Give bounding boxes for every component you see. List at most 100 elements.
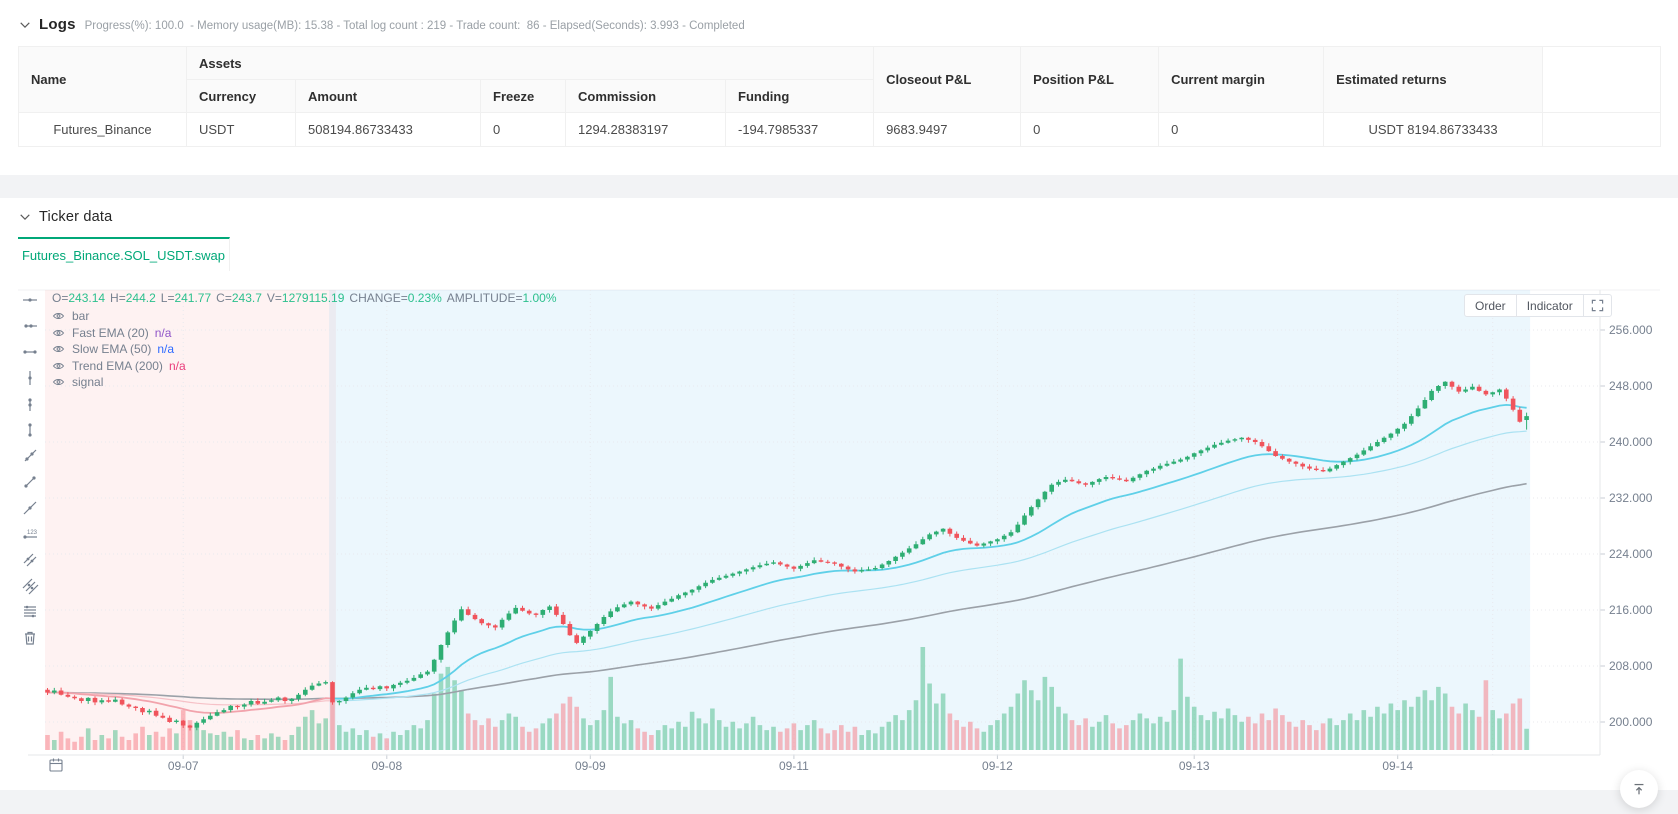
ohlc-open-value: 243.14 <box>68 291 106 305</box>
col-header-closeout: Closeout P&L <box>873 46 1022 113</box>
col-header-filler <box>1542 46 1662 113</box>
indicator-label: signal <box>72 375 104 390</box>
results-table: Name Assets Closeout P&L Position P&L Cu… <box>18 46 1662 147</box>
col-header-commission: Commission <box>565 79 726 113</box>
svg-text:200.000: 200.000 <box>1609 715 1653 729</box>
svg-text:09-11: 09-11 <box>779 759 809 773</box>
cell-funding: -194.7985337 <box>724 112 875 147</box>
ohlc-close-value: 243.7 <box>231 291 262 305</box>
cell-currency: USDT <box>186 112 296 147</box>
page-footer-strip <box>0 790 1678 814</box>
ohlc-close-label: C= <box>216 291 232 305</box>
section-divider <box>0 175 1678 198</box>
indicator-row-bar: bar <box>52 309 562 324</box>
vertical-ray-icon[interactable] <box>18 394 42 414</box>
svg-text:224.000: 224.000 <box>1609 547 1653 561</box>
logs-stats: Progress(%): 100.0 - Memory usage(MB): 1… <box>84 20 745 32</box>
ticker-title: Ticker data <box>39 209 113 225</box>
cell-amount: 508194.86733433 <box>295 112 481 147</box>
col-header-assets: Assets <box>185 46 875 80</box>
logs-title: Logs <box>39 16 76 33</box>
tab-futures-binance-sol-usdt[interactable]: Futures_Binance.SOL_USDT.swap <box>18 237 230 271</box>
vertical-line-icon[interactable] <box>18 368 42 388</box>
horizontal-ray-icon[interactable] <box>18 316 42 336</box>
cell-estimated: USDT 8194.86733433 <box>1323 112 1544 147</box>
svg-text:09-14: 09-14 <box>1382 759 1413 773</box>
logs-section: Logs Progress(%): 100.0 - Memory usage(M… <box>0 0 1678 175</box>
indicator-row-slow-ema: Slow EMA (50) n/a <box>52 342 562 357</box>
calendar-icon <box>49 758 63 772</box>
cell-commission: 1294.28383197 <box>565 112 726 147</box>
ohlc-amplitude-label: AMPLITUDE= <box>446 291 523 305</box>
ohlc-change-value: 0.23% <box>407 291 442 305</box>
indicator-label: bar <box>72 309 90 324</box>
indicator-label: Fast EMA (20) <box>72 325 149 340</box>
ohlc-volume-label: V= <box>266 291 282 305</box>
ticker-tabs: Futures_Binance.SOL_USDT.swap <box>0 237 1678 271</box>
indicator-value: n/a <box>157 342 175 357</box>
ticker-section: Ticker data Futures_Binance.SOL_USDT.swa… <box>0 198 1678 790</box>
svg-text:240.000: 240.000 <box>1609 435 1653 449</box>
ohlc-volume-value: 1279115.19 <box>281 291 345 305</box>
indicator-button[interactable]: Indicator <box>1517 295 1584 316</box>
cell-freeze: 0 <box>480 112 566 147</box>
straight-line-icon[interactable] <box>18 498 42 518</box>
cell-position: 0 <box>1020 112 1160 147</box>
col-header-margin: Current margin <box>1158 46 1325 113</box>
ohlc-low-label: L= <box>160 291 175 305</box>
svg-text:256.000: 256.000 <box>1609 323 1653 337</box>
fullscreen-icon[interactable] <box>1584 295 1611 316</box>
chevron-down-icon[interactable] <box>18 210 32 224</box>
horizontal-line-icon[interactable] <box>18 290 42 310</box>
ohlc-high-label: H= <box>110 291 126 305</box>
fibonacci-line-icon[interactable] <box>18 602 42 622</box>
col-header-funding: Funding <box>724 79 875 113</box>
svg-text:09-13: 09-13 <box>1179 759 1210 773</box>
svg-text:248.000: 248.000 <box>1609 379 1653 393</box>
cell-filler <box>1542 112 1662 147</box>
vertical-segment-icon[interactable] <box>18 420 42 440</box>
back-to-top-button[interactable] <box>1620 770 1658 808</box>
indicator-label: Slow EMA (50) <box>72 342 152 357</box>
drawing-toolbar: 123 <box>16 290 44 654</box>
eye-icon[interactable] <box>52 311 66 321</box>
price-line-icon[interactable]: 123 <box>18 524 42 544</box>
eye-icon[interactable] <box>52 328 66 338</box>
eye-icon[interactable] <box>52 361 66 371</box>
svg-text:123: 123 <box>27 530 38 536</box>
segment-icon[interactable] <box>18 472 42 492</box>
chevron-down-icon[interactable] <box>18 18 32 32</box>
chart-toolbar: Order Indicator <box>1464 294 1612 317</box>
col-header-position: Position P&L <box>1020 46 1160 113</box>
col-header-currency: Currency <box>186 79 296 113</box>
eye-icon[interactable] <box>52 344 66 354</box>
cell-name: Futures_Binance <box>18 112 187 147</box>
svg-text:232.000: 232.000 <box>1609 491 1653 505</box>
ohlc-legend: O=243.14 H=244.2 L=241.77 C=243.7 V=1279115.… <box>52 291 562 306</box>
table-row: Futures_Binance USDT 508194.86733433 0 1… <box>18 112 1662 147</box>
candlestick-chart[interactable]: 123 256.000 248.000 240.000 232.000 224.000 2… <box>0 282 1678 787</box>
ohlc-amplitude-value: 1.00% <box>522 291 557 305</box>
svg-text:09-07: 09-07 <box>168 759 199 773</box>
order-button[interactable]: Order <box>1465 295 1517 316</box>
svg-text:09-08: 09-08 <box>371 759 402 773</box>
indicator-row-fast-ema: Fast EMA (20) n/a <box>52 325 562 340</box>
indicator-value: n/a <box>154 325 172 340</box>
svg-text:09-12: 09-12 <box>982 759 1013 773</box>
parallel-lines-icon[interactable] <box>18 550 42 570</box>
col-header-estimated: Estimated returns <box>1323 46 1544 113</box>
svg-text:09-09: 09-09 <box>575 759 606 773</box>
svg-text:208.000: 208.000 <box>1609 659 1653 673</box>
indicator-value: n/a <box>168 358 186 373</box>
price-channel-icon[interactable] <box>18 576 42 596</box>
cell-margin: 0 <box>1158 112 1325 147</box>
ray-line-icon[interactable] <box>18 446 42 466</box>
col-header-freeze: Freeze <box>480 79 566 113</box>
eye-icon[interactable] <box>52 377 66 387</box>
delete-icon[interactable] <box>18 628 42 648</box>
col-header-name: Name <box>18 46 187 113</box>
indicator-label: Trend EMA (200) <box>72 358 163 373</box>
ohlc-open-label: O= <box>52 291 69 305</box>
horizontal-segment-icon[interactable] <box>18 342 42 362</box>
ohlc-change-label: CHANGE= <box>349 291 408 305</box>
